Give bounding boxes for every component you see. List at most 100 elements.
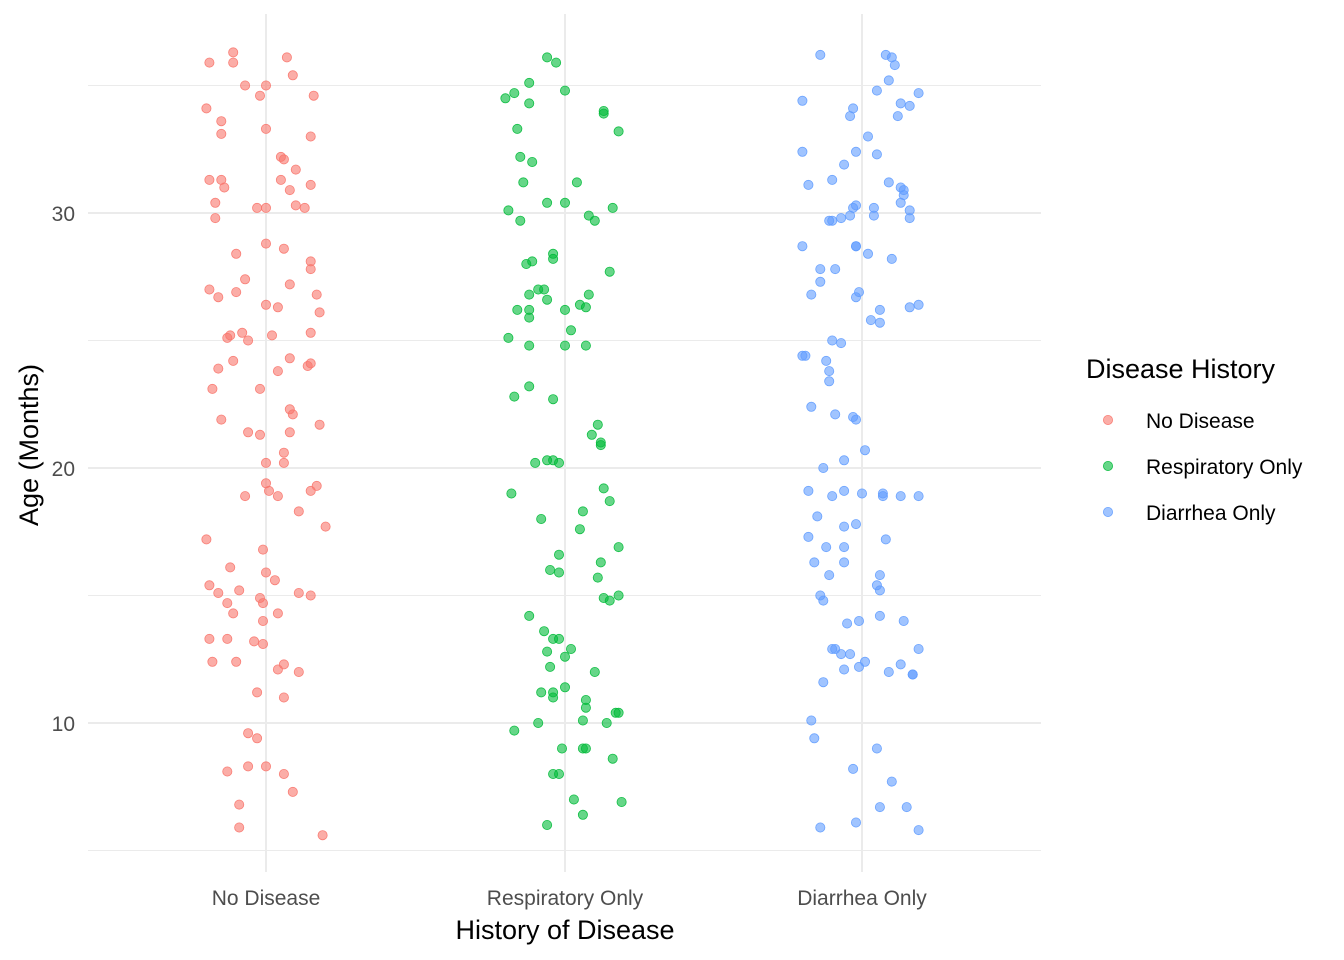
legend-key	[1103, 460, 1114, 471]
data-point	[568, 794, 579, 805]
data-point	[278, 692, 289, 703]
data-point	[815, 264, 826, 275]
data-point	[554, 549, 565, 560]
data-point	[204, 580, 215, 591]
data-point	[225, 330, 236, 341]
data-point	[539, 284, 550, 295]
data-point	[509, 88, 520, 99]
data-point	[524, 381, 535, 392]
data-point	[216, 174, 227, 185]
data-point	[604, 266, 615, 277]
data-point	[515, 215, 526, 226]
legend-label: Respiratory Only	[1146, 456, 1303, 479]
data-point	[524, 77, 535, 88]
legend-label: No Disease	[1146, 410, 1255, 433]
data-point	[284, 353, 295, 364]
data-point	[806, 401, 817, 412]
data-point	[317, 830, 328, 841]
data-point	[228, 47, 239, 58]
data-point	[204, 284, 215, 295]
data-point	[266, 330, 277, 341]
data-point	[554, 769, 565, 780]
data-point	[809, 733, 820, 744]
data-point	[824, 376, 835, 387]
data-point	[895, 98, 906, 109]
legend-key	[1103, 506, 1114, 517]
data-point	[278, 659, 289, 670]
data-point	[536, 514, 547, 525]
data-point	[533, 718, 544, 729]
data-point	[851, 241, 862, 252]
data-point	[284, 279, 295, 290]
data-point	[806, 715, 817, 726]
data-point	[252, 733, 263, 744]
data-point	[566, 325, 577, 336]
data-point	[278, 769, 289, 780]
data-point	[883, 667, 894, 678]
data-point	[275, 174, 286, 185]
data-point	[524, 98, 535, 109]
data-point	[231, 656, 242, 667]
data-point	[592, 572, 603, 583]
data-point	[228, 57, 239, 68]
data-point	[580, 743, 591, 754]
data-point	[595, 440, 606, 451]
data-point	[824, 215, 835, 226]
data-point	[868, 210, 879, 221]
data-point	[311, 289, 322, 300]
data-point	[204, 174, 215, 185]
data-point	[257, 639, 268, 650]
data-point	[839, 521, 850, 532]
data-point	[222, 633, 233, 644]
data-point	[904, 302, 915, 313]
data-point	[231, 287, 242, 298]
data-point	[836, 338, 847, 349]
data-point	[308, 90, 319, 101]
data-point	[228, 355, 239, 366]
data-point	[839, 557, 850, 568]
data-point	[604, 595, 615, 606]
data-point	[797, 241, 808, 252]
data-point	[518, 177, 529, 188]
data-point	[806, 289, 817, 300]
data-point	[907, 669, 918, 680]
data-point	[545, 661, 556, 672]
data-point	[560, 85, 571, 96]
data-point	[272, 366, 283, 377]
data-point	[871, 85, 882, 96]
data-point	[613, 590, 624, 601]
data-point	[797, 95, 808, 106]
data-point	[803, 531, 814, 542]
data-point	[797, 146, 808, 157]
data-point	[583, 289, 594, 300]
data-point	[560, 651, 571, 662]
data-point	[913, 88, 924, 99]
data-point	[851, 146, 862, 157]
data-point	[586, 429, 597, 440]
data-point	[243, 335, 254, 346]
x-tick-label: Respiratory Only	[487, 887, 644, 910]
data-point	[240, 80, 251, 91]
data-point	[213, 588, 224, 599]
legend-title: Disease History	[1086, 354, 1276, 384]
data-point	[249, 636, 260, 647]
data-point	[284, 427, 295, 438]
data-point	[886, 776, 897, 787]
data-point	[577, 715, 588, 726]
data-point	[560, 197, 571, 208]
data-point	[560, 682, 571, 693]
data-point	[554, 567, 565, 578]
data-point	[539, 626, 550, 637]
data-point	[260, 567, 271, 578]
data-point	[845, 210, 856, 221]
data-point	[874, 610, 885, 621]
data-point	[854, 616, 865, 627]
data-point	[874, 802, 885, 813]
data-point	[613, 707, 624, 718]
data-point	[293, 588, 304, 599]
data-point	[254, 90, 265, 101]
data-point	[854, 287, 865, 298]
data-point	[272, 302, 283, 313]
data-point	[509, 725, 520, 736]
